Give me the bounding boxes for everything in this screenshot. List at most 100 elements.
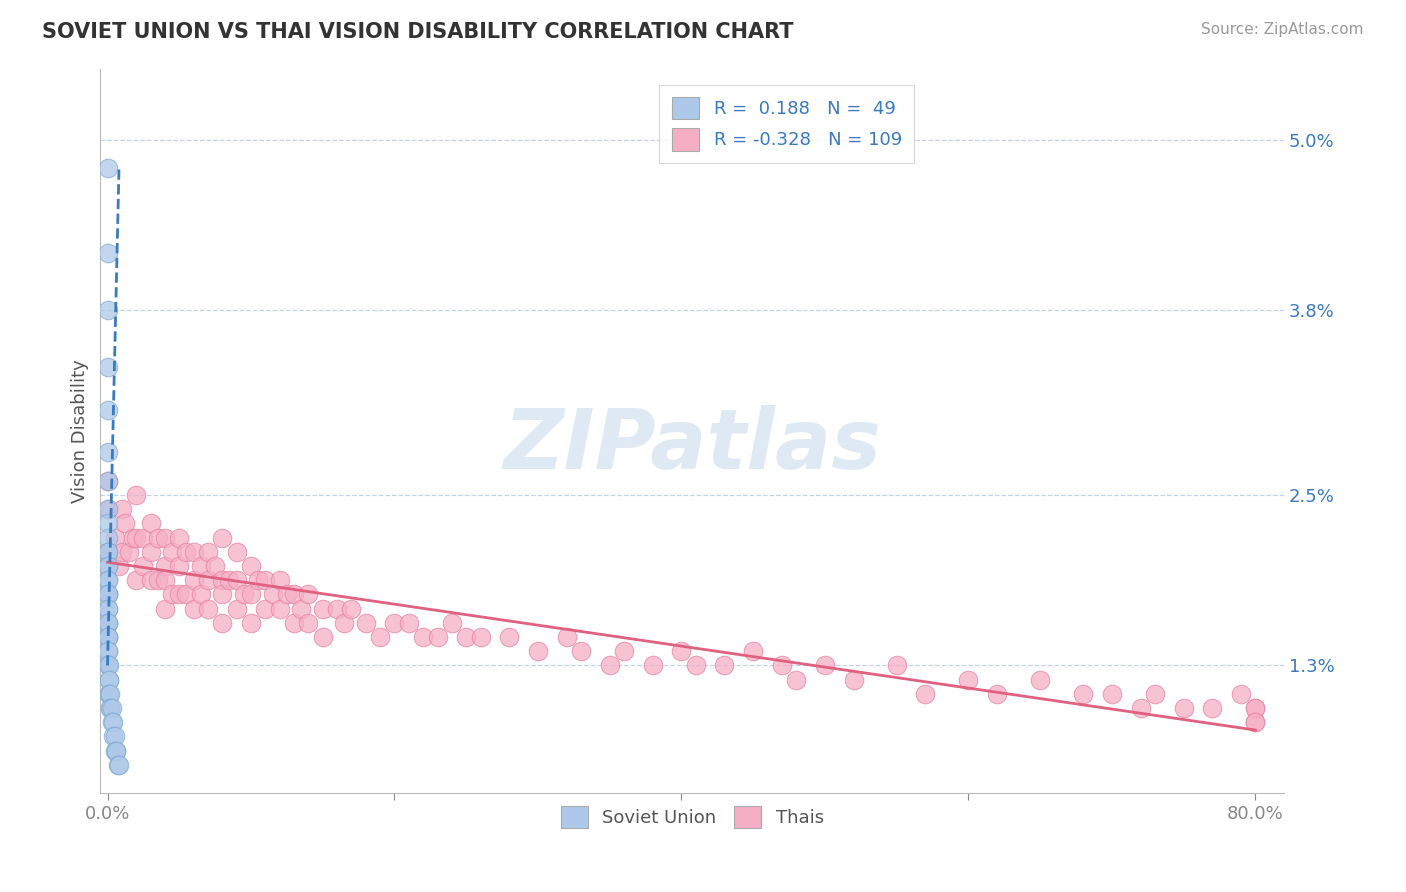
Point: [96, 573, 118, 587]
Point: [96, 601, 118, 615]
Point: [312, 630, 335, 644]
Point: [103, 715, 125, 730]
Point: [153, 531, 176, 545]
Point: [498, 630, 520, 644]
Point: [153, 601, 176, 615]
Point: [96, 502, 118, 516]
Point: [297, 587, 319, 601]
Point: [183, 601, 205, 615]
Point: [96, 558, 118, 573]
Point: [190, 558, 212, 573]
Point: [283, 615, 305, 630]
Point: [225, 573, 247, 587]
Point: [1244, 715, 1267, 730]
Point: [384, 615, 406, 630]
Point: [132, 531, 155, 545]
Point: [96, 615, 118, 630]
Point: [685, 658, 707, 673]
Point: [122, 531, 145, 545]
Point: [1173, 701, 1195, 715]
Point: [96, 531, 118, 545]
Point: [312, 601, 335, 615]
Point: [96, 630, 118, 644]
Point: [204, 558, 226, 573]
Point: [183, 573, 205, 587]
Point: [96, 615, 118, 630]
Point: [290, 601, 312, 615]
Point: [153, 573, 176, 587]
Point: [211, 587, 233, 601]
Point: [247, 573, 270, 587]
Point: [240, 615, 263, 630]
Point: [269, 573, 291, 587]
Point: [139, 516, 162, 531]
Point: [456, 630, 478, 644]
Point: [197, 573, 219, 587]
Point: [97, 673, 120, 687]
Point: [104, 531, 127, 545]
Point: [103, 730, 125, 744]
Point: [613, 644, 636, 658]
Point: [671, 644, 693, 658]
Point: [96, 445, 118, 459]
Point: [276, 587, 298, 601]
Point: [96, 502, 118, 516]
Point: [104, 730, 127, 744]
Point: [957, 673, 980, 687]
Point: [107, 758, 129, 772]
Point: [1101, 687, 1123, 701]
Point: [167, 558, 190, 573]
Point: [96, 658, 118, 673]
Point: [100, 701, 122, 715]
Point: [197, 601, 219, 615]
Point: [97, 687, 120, 701]
Point: [1244, 701, 1267, 715]
Point: [101, 701, 124, 715]
Point: [96, 615, 118, 630]
Point: [527, 644, 550, 658]
Point: [139, 545, 162, 559]
Point: [986, 687, 1008, 701]
Point: [114, 516, 136, 531]
Point: [101, 715, 124, 730]
Text: Source: ZipAtlas.com: Source: ZipAtlas.com: [1201, 22, 1364, 37]
Point: [1129, 701, 1152, 715]
Point: [333, 615, 356, 630]
Point: [160, 587, 183, 601]
Point: [254, 601, 277, 615]
Point: [340, 601, 363, 615]
Point: [96, 359, 118, 374]
Point: [146, 573, 169, 587]
Point: [240, 587, 263, 601]
Point: [368, 630, 391, 644]
Point: [167, 587, 190, 601]
Y-axis label: Vision Disability: Vision Disability: [72, 359, 89, 503]
Point: [111, 545, 134, 559]
Point: [96, 474, 118, 488]
Point: [190, 587, 212, 601]
Point: [641, 658, 664, 673]
Point: [125, 531, 148, 545]
Point: [225, 545, 247, 559]
Point: [232, 587, 254, 601]
Point: [1029, 673, 1052, 687]
Point: [569, 644, 592, 658]
Point: [96, 558, 118, 573]
Point: [262, 587, 284, 601]
Point: [97, 687, 120, 701]
Point: [105, 744, 128, 758]
Point: [96, 246, 118, 260]
Point: [111, 502, 134, 516]
Point: [599, 658, 621, 673]
Point: [785, 673, 807, 687]
Point: [96, 303, 118, 318]
Point: [1244, 701, 1267, 715]
Point: [96, 587, 118, 601]
Point: [96, 644, 118, 658]
Legend: Soviet Union, Thais: Soviet Union, Thais: [554, 798, 831, 835]
Point: [96, 516, 118, 531]
Point: [218, 573, 240, 587]
Point: [96, 587, 118, 601]
Point: [146, 531, 169, 545]
Point: [132, 558, 155, 573]
